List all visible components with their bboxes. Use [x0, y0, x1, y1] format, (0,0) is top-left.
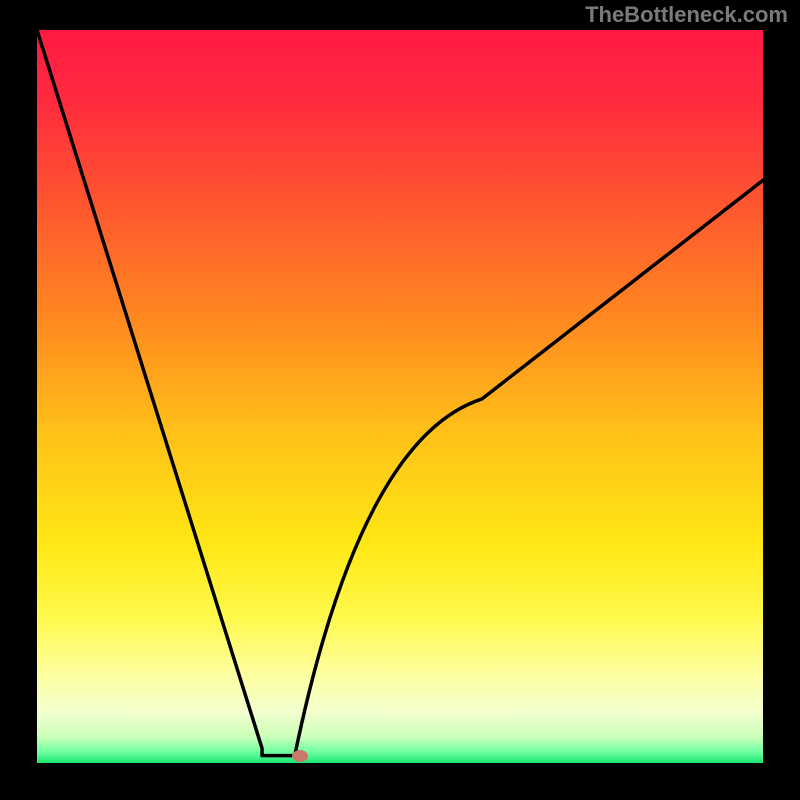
watermark-text: TheBottleneck.com — [585, 2, 788, 28]
optimum-marker — [292, 750, 308, 762]
bottleneck-curve — [37, 30, 763, 763]
plot-area — [37, 30, 763, 763]
